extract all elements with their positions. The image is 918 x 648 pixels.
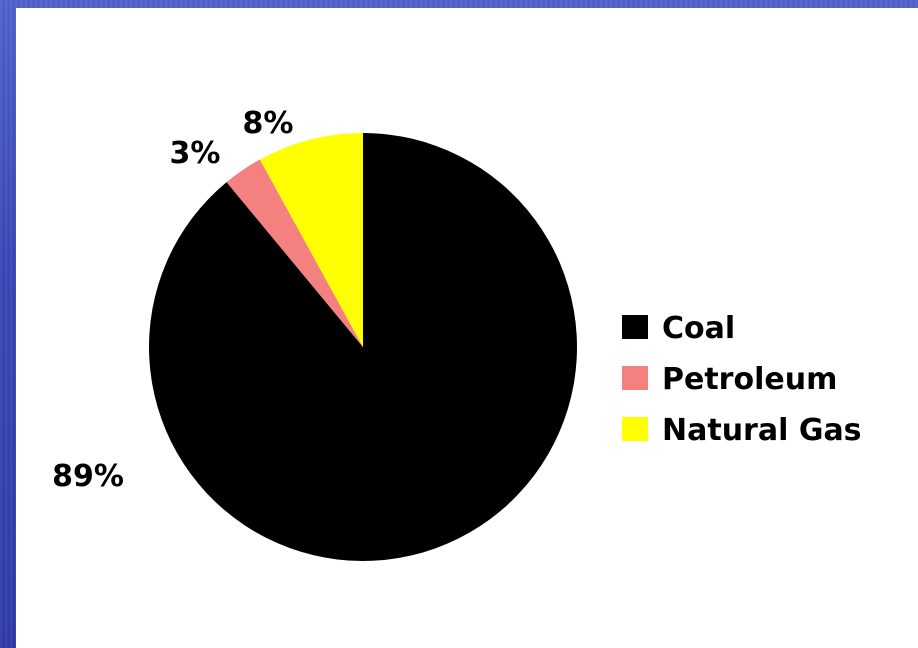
pie-slice-natural-gas (259, 133, 363, 347)
legend-label-petroleum: Petroleum (662, 362, 837, 397)
pie-slice-coal (149, 133, 577, 562)
legend-label-natural-gas: Natural Gas (662, 413, 862, 448)
pie-slices (149, 133, 577, 562)
legend-swatch-petroleum (622, 366, 648, 390)
pie-slice-petroleum (226, 159, 363, 347)
legend-swatch-natural-gas (622, 417, 648, 441)
pie-label-coal: 89% (52, 459, 124, 494)
pie-label-petroleum: 3% (170, 136, 221, 171)
legend-swatch-coal (622, 315, 648, 339)
pie-percent-labels: 89% 3% 8% (52, 106, 293, 494)
pie-label-natural-gas: 8% (243, 106, 294, 141)
legend: Coal Petroleum Natural Gas (622, 311, 862, 448)
legend-label-coal: Coal (662, 311, 735, 346)
